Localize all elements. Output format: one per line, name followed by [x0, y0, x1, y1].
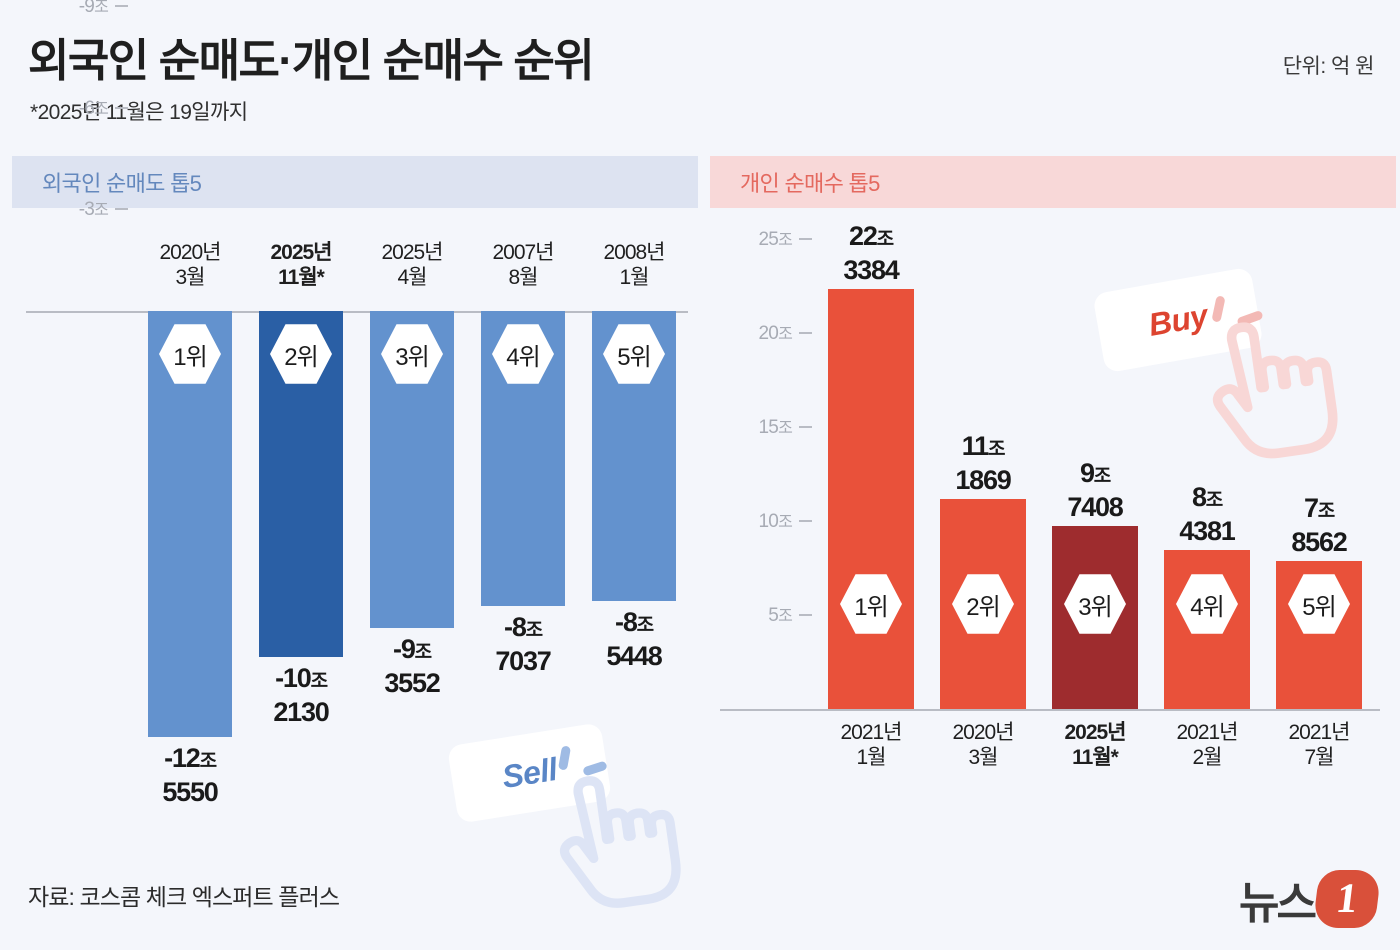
- category-label: 2008년 1월: [603, 241, 665, 289]
- section-header-individual: 개인 순매수 톱5: [710, 156, 1396, 208]
- subtitle-note: *2025년 11월은 19일까지: [30, 101, 248, 124]
- bar-value-label: 22조 3384: [843, 221, 899, 286]
- infographic-header: 외국인 순매도·개인 순매수 순위 단위: 억 원 *2025년 11월은 19…: [0, 0, 1400, 148]
- y-axis-tick-label: 25조: [758, 229, 793, 250]
- y-axis-tick-mark: [115, 4, 128, 7]
- chart-individual-net-buy: 5조 10조 15조 20조 25조 1위 22조 3384 2021년 1월 2위 11조 1869 2…: [710, 208, 1396, 856]
- y-axis-tick-label: -6조: [78, 97, 109, 119]
- sell-sticker: Sell: [446, 722, 692, 924]
- buy-sticker: Buy: [1092, 266, 1348, 482]
- logo-one-mark: 1: [1312, 870, 1382, 928]
- pointing-hand-icon: [1212, 322, 1338, 459]
- bar-value-label: 8조 4381: [1179, 482, 1235, 547]
- panel-foreign-net-sell: 외국인 순매도 톱5 -3조-6조-9조-12조-15조1위-12조555020…: [12, 0, 698, 856]
- page-title: 외국인 순매도·개인 순매수 순위: [28, 35, 595, 86]
- rank-badge: 3위: [1064, 574, 1126, 634]
- bar-value-label: -8조 7037: [495, 612, 551, 677]
- bar: [828, 289, 914, 709]
- bar-value-label: -8조 5448: [606, 606, 662, 671]
- category-label: 2025년 4월: [381, 241, 443, 289]
- news1-logo: 뉴스 1: [1239, 868, 1382, 930]
- y-axis-tick-label: -3조: [78, 199, 109, 221]
- chart-baseline: [720, 709, 1380, 711]
- y-axis-tick-mark: [799, 614, 812, 616]
- category-label: 2025년 11월*: [1064, 721, 1126, 769]
- section-title-individual: 개인 순매수 톱5: [740, 171, 880, 196]
- rank-badge: 5위: [1288, 574, 1350, 634]
- bar-value-label: -9조 3552: [384, 634, 440, 699]
- bar-value-label: -12조 5550: [162, 742, 218, 807]
- bar-value-label: 7조 8562: [1291, 493, 1347, 558]
- y-axis-tick-mark: [799, 238, 812, 240]
- category-label: 2025년 11월*: [270, 241, 332, 289]
- y-axis-tick-mark: [115, 208, 128, 211]
- section-header-foreign: 외국인 순매도 톱5: [12, 156, 698, 208]
- bar-value-label: -10조 2130: [273, 663, 329, 728]
- category-label: 2021년 2월: [1176, 721, 1238, 769]
- category-label: 2020년 3월: [159, 241, 221, 289]
- chart-foreign-net-sell: -3조-6조-9조-12조-15조1위-12조55502020년3월2위-10조…: [12, 0, 698, 856]
- pointing-hand-icon: [559, 776, 681, 908]
- rank-badge: 4위: [1176, 574, 1238, 634]
- y-axis-tick-label: 10조: [758, 511, 793, 532]
- chart-baseline: [26, 311, 688, 313]
- y-axis-tick-label: -9조: [78, 0, 109, 17]
- category-label: 2021년 1월: [840, 721, 902, 769]
- category-label: 2007년 8월: [492, 241, 554, 289]
- unit-label: 단위: 억 원: [1282, 55, 1375, 78]
- y-axis-tick-label: 5조: [768, 605, 792, 626]
- section-title-foreign: 외국인 순매도 톱5: [42, 171, 202, 196]
- logo-wordmark: 뉴스: [1239, 879, 1317, 928]
- y-axis-tick-label: 15조: [758, 417, 793, 438]
- panel-individual-net-buy: 개인 순매수 톱5 5조 10조 15조 20조 25조 1위 22조 3384 2021년 1월…: [710, 156, 1396, 856]
- rank-badge: 2위: [270, 324, 332, 384]
- source-note: 자료: 코스콤 체크 엑스퍼트 플러스: [28, 884, 340, 910]
- category-label: 2020년 3월: [952, 721, 1014, 769]
- y-axis-tick-mark: [799, 332, 812, 334]
- y-axis-tick-mark: [115, 106, 128, 109]
- category-label: 2021년 7월: [1288, 721, 1350, 769]
- bar-value-label: 9조 7408: [1067, 457, 1123, 522]
- bar-value-label: 11조 1869: [955, 430, 1011, 495]
- y-axis-tick-mark: [799, 520, 812, 522]
- y-axis-tick-mark: [799, 426, 812, 428]
- rank-badge: 3위: [381, 324, 443, 384]
- y-axis-tick-label: 20조: [758, 323, 793, 344]
